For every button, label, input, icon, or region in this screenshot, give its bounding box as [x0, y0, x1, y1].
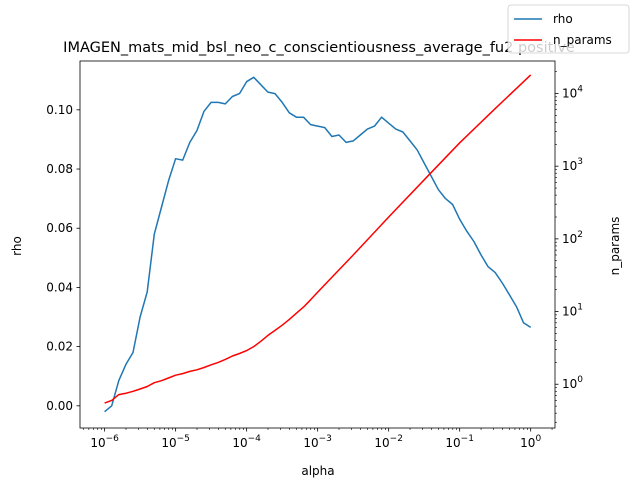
y2-tick-label: 101 — [562, 303, 583, 319]
plot-area: 10−6 10−5 10−4 10−3 10−2 10−1 1000.000.020.040… — [46, 60, 583, 450]
x-axis: 10−6 10−5 10−4 10−3 10−2 10−1 100 — [82, 428, 553, 450]
x-tick-label: 10−5 — [161, 434, 190, 450]
legend-label-n-params: n_params — [553, 33, 612, 47]
y-axis-label: rho — [10, 236, 24, 256]
y-tick-label: 0.06 — [46, 221, 73, 235]
series-line-n-params — [104, 74, 532, 404]
y-tick-label: 0.04 — [46, 280, 73, 294]
y-tick-label: 0.00 — [46, 399, 73, 413]
legend: rho n_params — [507, 4, 630, 54]
y-tick-label: 0.10 — [46, 103, 73, 117]
x-tick-label: 10−4 — [232, 434, 261, 450]
y2-tick-label: 100 — [562, 375, 583, 391]
series-line-rho — [104, 76, 532, 413]
y-tick-label: 0.08 — [46, 162, 73, 176]
y2-axis: 100 101 102 103 104 — [555, 71, 583, 423]
y-tick-label: 0.02 — [46, 340, 73, 354]
y2-axis-label: n_params — [608, 217, 622, 276]
legend-box — [507, 4, 630, 54]
x-axis-label: alpha — [301, 464, 334, 478]
legend-label-rho: rho — [553, 12, 573, 26]
y2-tick-label: 102 — [562, 230, 583, 246]
x-tick-label: 10−2 — [374, 434, 403, 450]
y2-tick-label: 103 — [562, 157, 583, 173]
y-axis: 0.00 0.02 0.04 0.06 0.08 0.10 — [46, 103, 80, 413]
x-tick-label: 100 — [520, 434, 541, 450]
x-tick-label: 10−6 — [90, 434, 119, 450]
y2-tick-label: 104 — [562, 85, 583, 101]
x-tick-label: 10−1 — [445, 434, 474, 450]
chart-title: IMAGEN_mats_mid_bsl_neo_c_conscientiousn… — [63, 40, 575, 56]
x-tick-label: 10−3 — [303, 434, 332, 450]
